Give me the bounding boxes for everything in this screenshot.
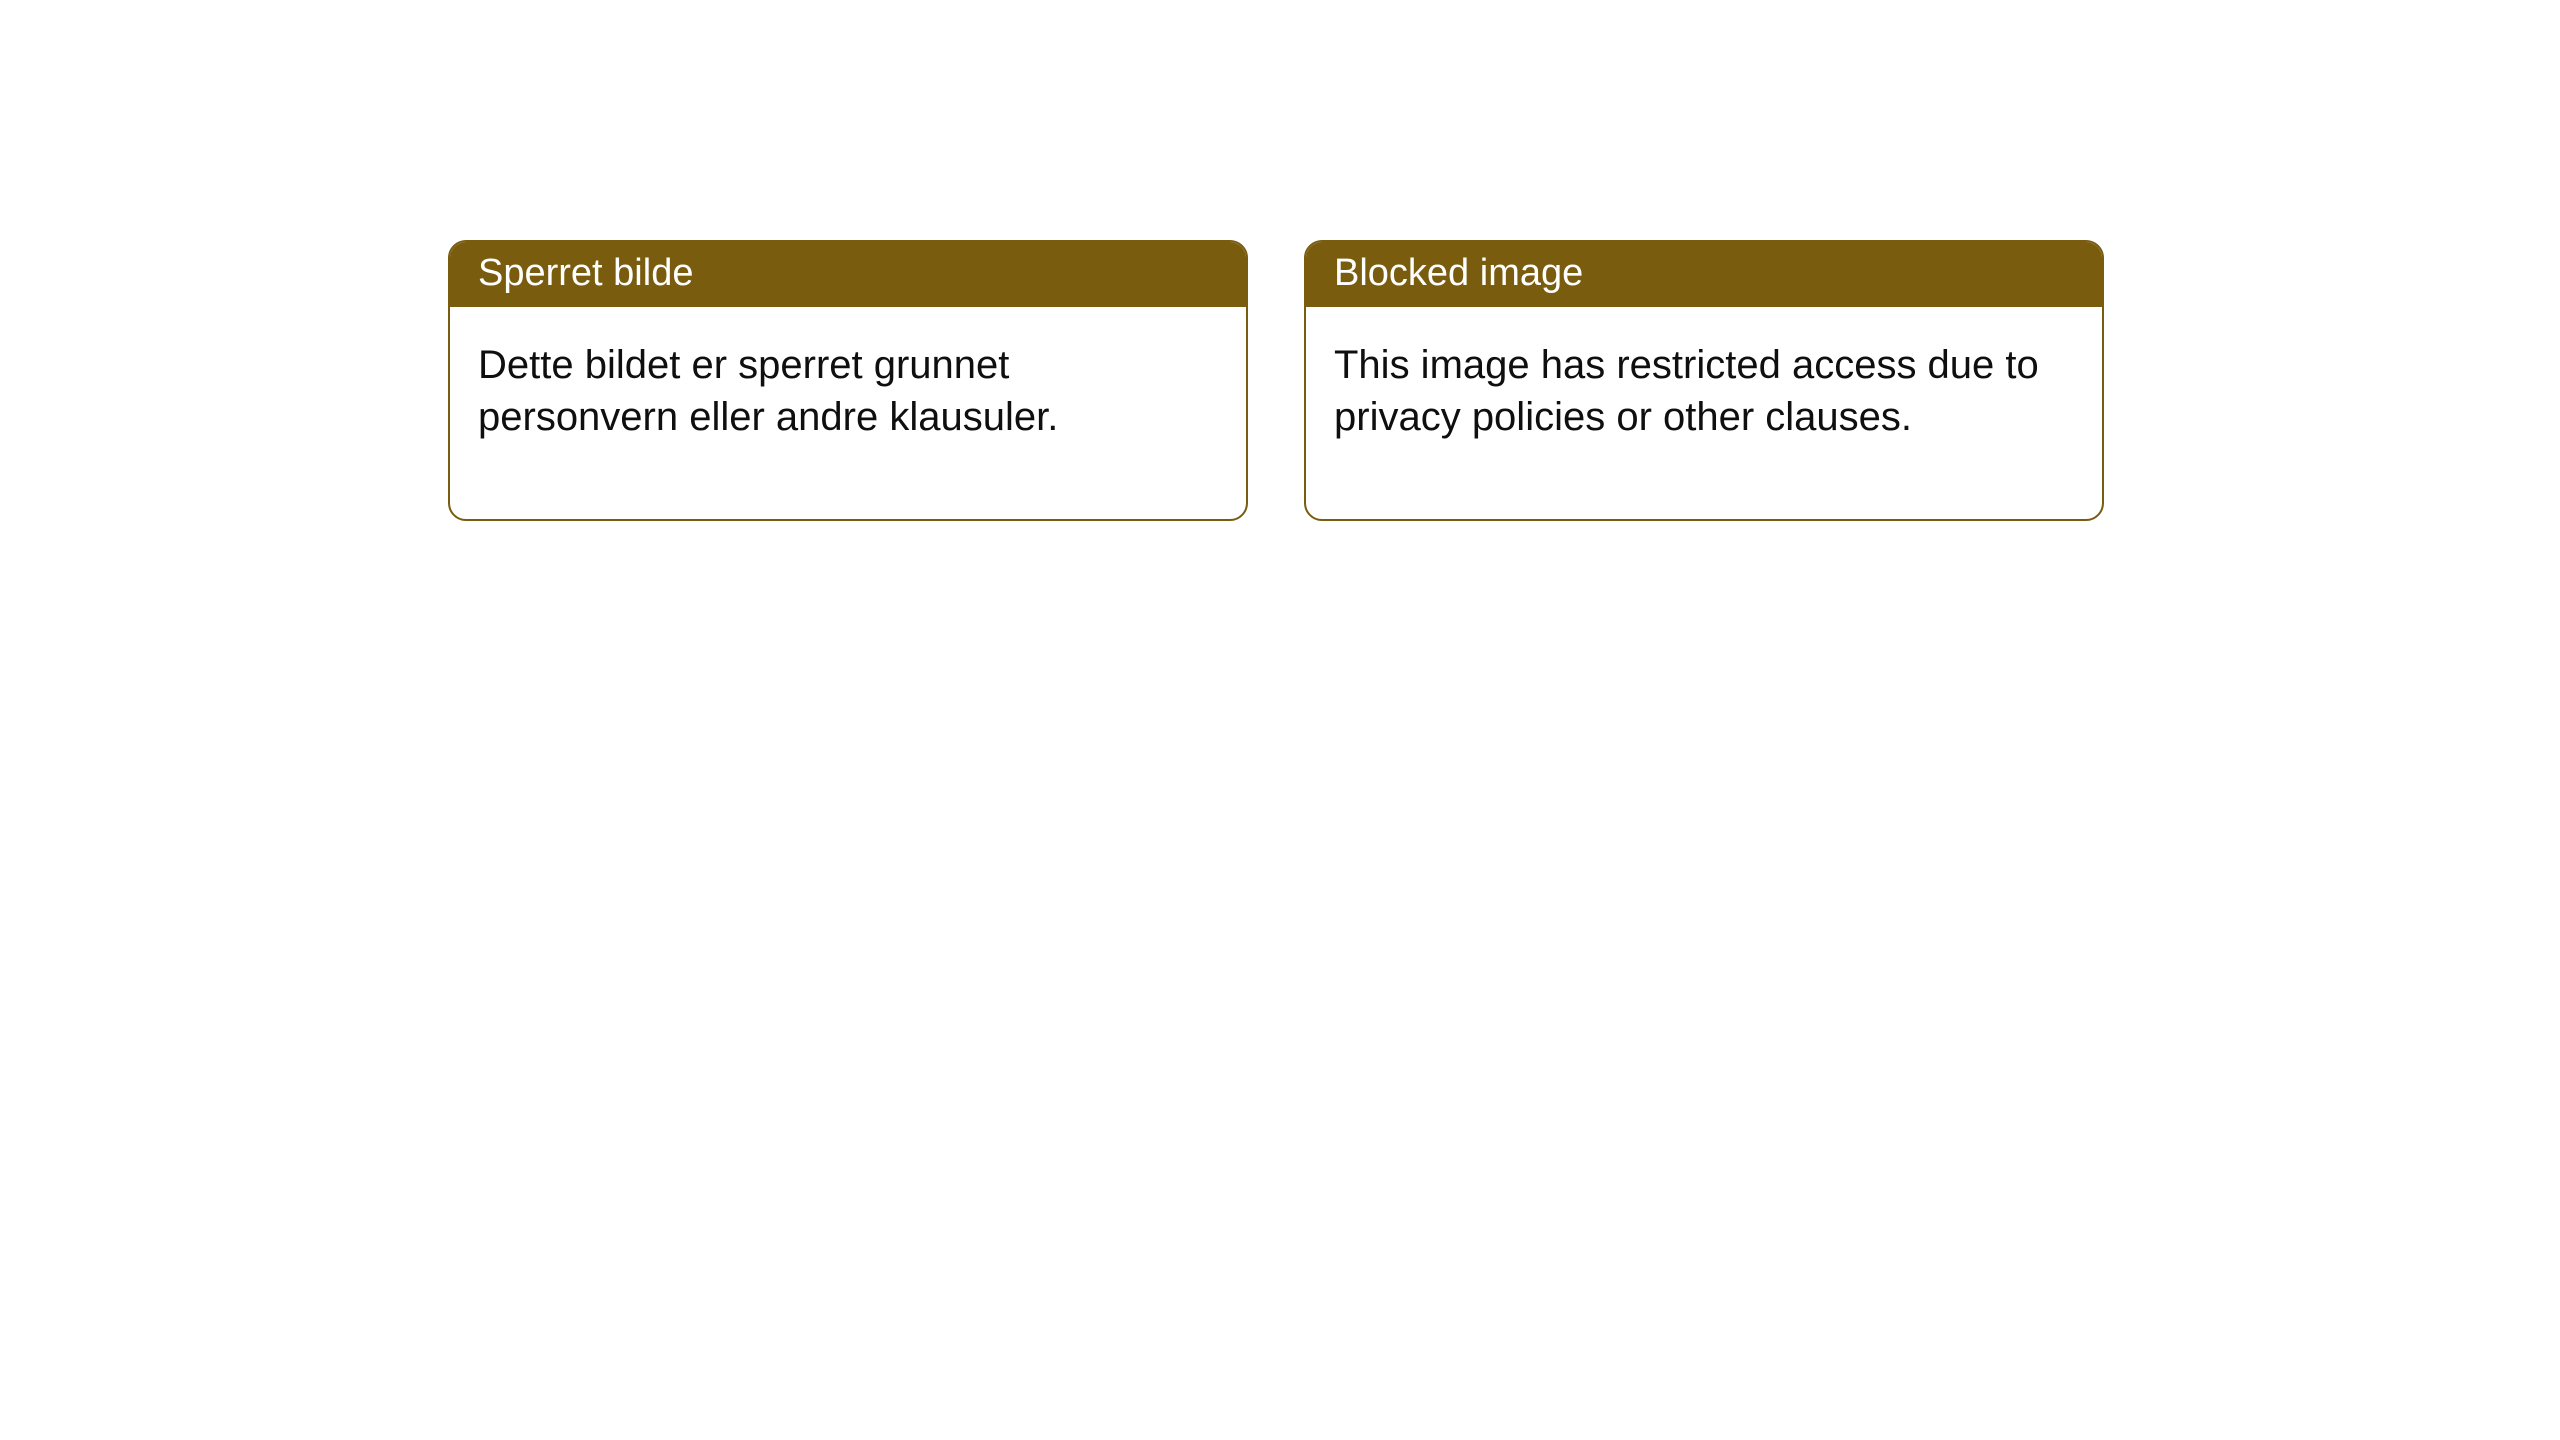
notice-body-text: Dette bildet er sperret grunnet personve… xyxy=(478,343,1058,439)
notice-title: Sperret bilde xyxy=(478,252,693,294)
notice-container: Sperret bilde Dette bildet er sperret gr… xyxy=(448,240,2104,521)
notice-body: This image has restricted access due to … xyxy=(1306,307,2102,519)
notice-body-text: This image has restricted access due to … xyxy=(1334,343,2039,439)
notice-body: Dette bildet er sperret grunnet personve… xyxy=(450,307,1246,519)
notice-header: Sperret bilde xyxy=(450,242,1246,307)
notice-card-english: Blocked image This image has restricted … xyxy=(1304,240,2104,521)
notice-card-norwegian: Sperret bilde Dette bildet er sperret gr… xyxy=(448,240,1248,521)
notice-title: Blocked image xyxy=(1334,252,1583,294)
notice-header: Blocked image xyxy=(1306,242,2102,307)
